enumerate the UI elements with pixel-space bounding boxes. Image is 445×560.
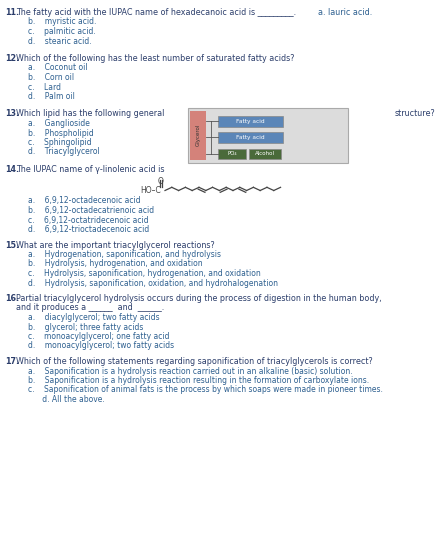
Text: 16.: 16. — [5, 294, 19, 303]
Bar — [249, 148, 281, 158]
Text: b.    Saponification is a hydrolysis reaction resulting in the formation of carb: b. Saponification is a hydrolysis reacti… — [28, 376, 369, 385]
Text: 12.: 12. — [5, 54, 19, 63]
Text: PO₄: PO₄ — [227, 151, 237, 156]
Text: a.    Ganglioside: a. Ganglioside — [28, 119, 90, 128]
Text: The fatty acid with the IUPAC name of hexadecanoic acid is _________.: The fatty acid with the IUPAC name of he… — [16, 8, 296, 17]
Text: and it produces a ______  and  ______.: and it produces a ______ and ______. — [16, 304, 164, 312]
Text: O: O — [158, 178, 164, 186]
Text: d. All the above.: d. All the above. — [28, 395, 105, 404]
Text: 11.: 11. — [5, 8, 19, 17]
Text: 15.: 15. — [5, 240, 19, 250]
Text: b.    Hydrolysis, hydrogenation, and oxidation: b. Hydrolysis, hydrogenation, and oxidat… — [28, 259, 202, 268]
Text: c.    6,9,12-octatridecenoic acid: c. 6,9,12-octatridecenoic acid — [28, 216, 149, 225]
Text: a. lauric acid.: a. lauric acid. — [318, 8, 372, 17]
Text: What are the important triacylglycerol reactions?: What are the important triacylglycerol r… — [16, 240, 215, 250]
Text: Which of the following statements regarding saponification of triacylglycerols i: Which of the following statements regard… — [16, 357, 373, 366]
Text: c.    Hydrolysis, saponification, hydrogenation, and oxidation: c. Hydrolysis, saponification, hydrogena… — [28, 269, 261, 278]
Text: c.    Sphingolipid: c. Sphingolipid — [28, 138, 92, 147]
Text: a.    diacylglycerol; two fatty acids: a. diacylglycerol; two fatty acids — [28, 313, 160, 322]
Text: structure?: structure? — [395, 110, 436, 119]
Text: d.    stearic acid.: d. stearic acid. — [28, 36, 92, 45]
Text: a.    Hydrogenation, saponification, and hydrolysis: a. Hydrogenation, saponification, and hy… — [28, 250, 221, 259]
Text: b.    Corn oil: b. Corn oil — [28, 73, 74, 82]
Text: Alcohol: Alcohol — [255, 151, 275, 156]
Text: a.    6,9,12-octadecenoic acid: a. 6,9,12-octadecenoic acid — [28, 197, 141, 206]
Bar — [218, 115, 283, 127]
Text: b.    myristic acid.: b. myristic acid. — [28, 17, 97, 26]
Text: Glycerol: Glycerol — [195, 124, 201, 146]
Text: d.    Palm oil: d. Palm oil — [28, 92, 75, 101]
Text: Fatty acid: Fatty acid — [236, 134, 265, 139]
Text: c.    Lard: c. Lard — [28, 82, 61, 91]
Text: 17.: 17. — [5, 357, 19, 366]
Text: Which lipid has the following general: Which lipid has the following general — [16, 110, 164, 119]
Bar — [218, 132, 283, 142]
Bar — [188, 108, 348, 162]
Text: d.    6,9,12-trioctadecenoic acid: d. 6,9,12-trioctadecenoic acid — [28, 225, 149, 234]
Text: b.    Phospholipid: b. Phospholipid — [28, 128, 94, 138]
Bar — [190, 110, 206, 160]
Text: b.    6,9,12-octadecatrienoic acid: b. 6,9,12-octadecatrienoic acid — [28, 206, 154, 215]
Text: c.    palmitic acid.: c. palmitic acid. — [28, 27, 96, 36]
Text: 14.: 14. — [5, 165, 19, 174]
Text: a.    Coconut oil: a. Coconut oil — [28, 63, 88, 72]
Text: Fatty acid: Fatty acid — [236, 119, 265, 124]
Text: 13.: 13. — [5, 110, 19, 119]
Text: c.    Saponification of animal fats is the process by which soaps were made in p: c. Saponification of animal fats is the … — [28, 385, 383, 394]
Text: HO–C: HO–C — [140, 186, 161, 195]
Text: b.    glycerol; three fatty acids: b. glycerol; three fatty acids — [28, 323, 143, 332]
Text: c.    monoacylglycerol; one fatty acid: c. monoacylglycerol; one fatty acid — [28, 332, 170, 341]
Text: a.    Saponification is a hydrolysis reaction carried out in an alkaline (basic): a. Saponification is a hydrolysis reacti… — [28, 366, 352, 376]
Text: d.    Triacylglycerol: d. Triacylglycerol — [28, 147, 100, 156]
Text: d.    Hydrolysis, saponification, oxidation, and hydrohalogenation: d. Hydrolysis, saponification, oxidation… — [28, 278, 278, 287]
Text: Partial triacylglycerol hydrolysis occurs during the process of digestion in the: Partial triacylglycerol hydrolysis occur… — [16, 294, 382, 303]
Text: The IUPAC name of γ-linolenic acid is: The IUPAC name of γ-linolenic acid is — [16, 165, 165, 174]
Text: Which of the following has the least number of saturated fatty acids?: Which of the following has the least num… — [16, 54, 295, 63]
Bar — [218, 148, 246, 158]
Text: d.    monoacylglycerol; two fatty acids: d. monoacylglycerol; two fatty acids — [28, 342, 174, 351]
